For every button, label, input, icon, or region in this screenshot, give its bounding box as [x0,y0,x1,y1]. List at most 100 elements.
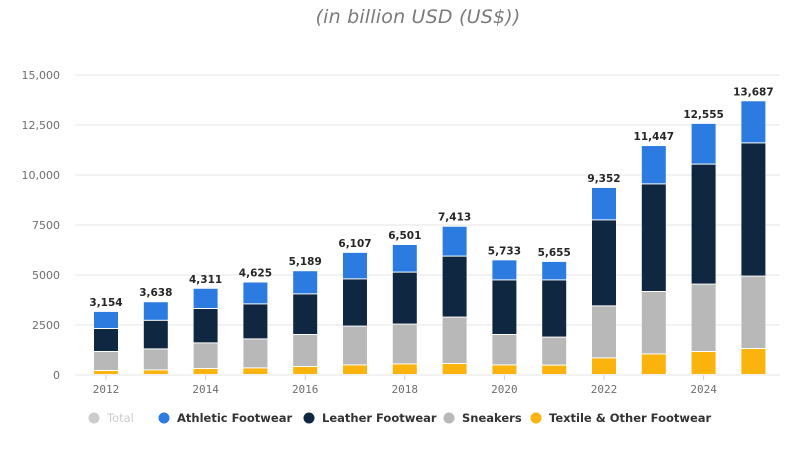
bar-segment-textile-other-footwear[interactable] [641,354,666,374]
bar-segment-leather-footwear[interactable] [243,304,268,339]
y-tick-label: 10,000 [22,169,61,182]
bar-segment-leather-footwear[interactable] [442,256,467,317]
bar-segment-textile-other-footwear[interactable] [592,358,616,374]
chart-title: (in billion USD (US$)) [315,6,521,28]
bar-segment-athletic-footwear[interactable] [492,260,517,280]
total-value-label: 6,107 [338,238,371,250]
x-tick-label: 2016 [292,383,319,396]
total-value-label: 5,189 [289,256,322,268]
legend-dot-icon [88,412,100,424]
bar-segment-athletic-footwear[interactable] [741,101,766,143]
bar-segment-textile-other-footwear[interactable] [542,365,567,374]
bar-segment-sneakers[interactable] [492,335,517,365]
bar-segment-sneakers[interactable] [392,324,417,364]
total-value-label: 3,638 [139,287,172,299]
bar-segment-leather-footwear[interactable] [691,164,716,284]
bar-segment-athletic-footwear[interactable] [442,226,467,256]
bar-segment-leather-footwear[interactable] [343,279,367,326]
bar-segment-textile-other-footwear[interactable] [343,365,367,374]
bar-segment-leather-footwear[interactable] [392,272,417,324]
bar-segment-leather-footwear[interactable] [193,309,218,343]
bar-segment-sneakers[interactable] [542,337,567,365]
bar-segment-leather-footwear[interactable] [741,143,766,276]
bar-segment-leather-footwear[interactable] [94,329,118,351]
x-tick-label: 2022 [591,383,618,396]
bar-segment-athletic-footwear[interactable] [94,311,118,328]
total-value-label: 13,687 [733,86,774,98]
bar-segment-textile-other-footwear[interactable] [691,352,716,374]
x-tick-label: 2020 [491,383,518,396]
legend-item-textile-other-footwear[interactable]: Textile & Other Footwear [530,411,712,425]
bar-segment-sneakers[interactable] [193,343,218,368]
legend-item-athletic-footwear[interactable]: Athletic Footwear [158,411,293,425]
bar-segment-leather-footwear[interactable] [641,184,666,291]
y-tick-label: 15,000 [22,69,61,82]
bar-segment-sneakers[interactable] [691,284,716,351]
bar-segment-athletic-footwear[interactable] [143,302,168,320]
total-value-label: 5,655 [538,247,571,259]
y-tick-label: 12,500 [22,119,61,132]
legend-item-sneakers[interactable]: Sneakers [443,411,522,425]
y-tick-label: 0 [53,369,60,382]
x-tick-label: 2012 [93,383,120,396]
bar-segment-sneakers[interactable] [442,317,467,363]
total-value-label: 9,352 [587,173,620,185]
bar-segment-athletic-footwear[interactable] [193,288,218,308]
bar-segment-leather-footwear[interactable] [542,280,567,337]
legend-label: Textile & Other Footwear [549,411,712,425]
bar-segment-textile-other-footwear[interactable] [492,365,517,374]
bar-segment-textile-other-footwear[interactable] [143,370,168,374]
bar-segment-sneakers[interactable] [592,306,616,358]
legend[interactable]: Total Athletic Footwear Leather Footwear Sn… [88,411,712,425]
x-axis: 2012 2014 2016 2018 2020 2022 2024 [93,375,717,396]
bar-segment-textile-other-footwear[interactable] [193,369,218,374]
y-tick-label: 5000 [32,269,60,282]
bar-segment-leather-footwear[interactable] [492,280,517,334]
bar-segment-sneakers[interactable] [243,339,268,368]
bar-segment-textile-other-footwear[interactable] [741,349,766,374]
bar-segment-athletic-footwear[interactable] [343,252,367,279]
bar-segment-sneakers[interactable] [143,349,168,370]
gridlines [75,74,780,376]
legend-label: Leather Footwear [322,411,437,425]
bar-segment-textile-other-footwear[interactable] [293,367,318,374]
x-tick-label: 2024 [690,383,717,396]
legend-label: Athletic Footwear [177,411,292,425]
bar-segment-athletic-footwear[interactable] [592,187,616,220]
bars [94,101,766,374]
bar-segment-athletic-footwear[interactable] [392,244,417,272]
bar-segment-sneakers[interactable] [94,352,118,370]
y-tick-label: 7500 [32,219,60,232]
bar-segment-athletic-footwear[interactable] [243,282,268,304]
y-tick-label: 2500 [32,319,60,332]
legend-item-total[interactable]: Total [88,411,134,425]
y-axis: 0 2500 5000 7500 10,000 12,500 15,000 [22,69,61,382]
total-value-label: 5,733 [488,245,521,257]
bar-segment-textile-other-footwear[interactable] [243,368,268,374]
bar-segment-textile-other-footwear[interactable] [442,364,467,374]
bar-segment-leather-footwear[interactable] [592,220,616,306]
bar-segment-athletic-footwear[interactable] [542,261,567,280]
bar-segment-athletic-footwear[interactable] [691,123,716,164]
bar-segment-athletic-footwear[interactable] [293,271,318,294]
bar-segment-sneakers[interactable] [741,276,766,348]
bar-segment-textile-other-footwear[interactable] [94,371,118,374]
bar-segment-sneakers[interactable] [293,335,318,366]
total-value-label: 6,501 [388,230,421,242]
total-value-label: 4,311 [189,274,222,286]
legend-dot-icon [530,412,542,424]
bar-segment-athletic-footwear[interactable] [641,146,666,184]
total-value-label: 7,413 [438,212,471,224]
total-value-label: 3,154 [89,297,122,309]
bar-segment-sneakers[interactable] [641,292,666,354]
legend-item-leather-footwear[interactable]: Leather Footwear [303,411,437,425]
bar-segment-textile-other-footwear[interactable] [392,364,417,374]
bar-segment-leather-footwear[interactable] [143,320,168,349]
bar-segment-leather-footwear[interactable] [293,294,318,334]
total-value-label: 12,555 [683,109,724,121]
legend-dot-icon [303,412,315,424]
x-tick-label: 2014 [192,383,219,396]
bar-segment-sneakers[interactable] [343,326,367,365]
total-value-label: 4,625 [239,268,272,280]
legend-label: Sneakers [462,411,522,425]
